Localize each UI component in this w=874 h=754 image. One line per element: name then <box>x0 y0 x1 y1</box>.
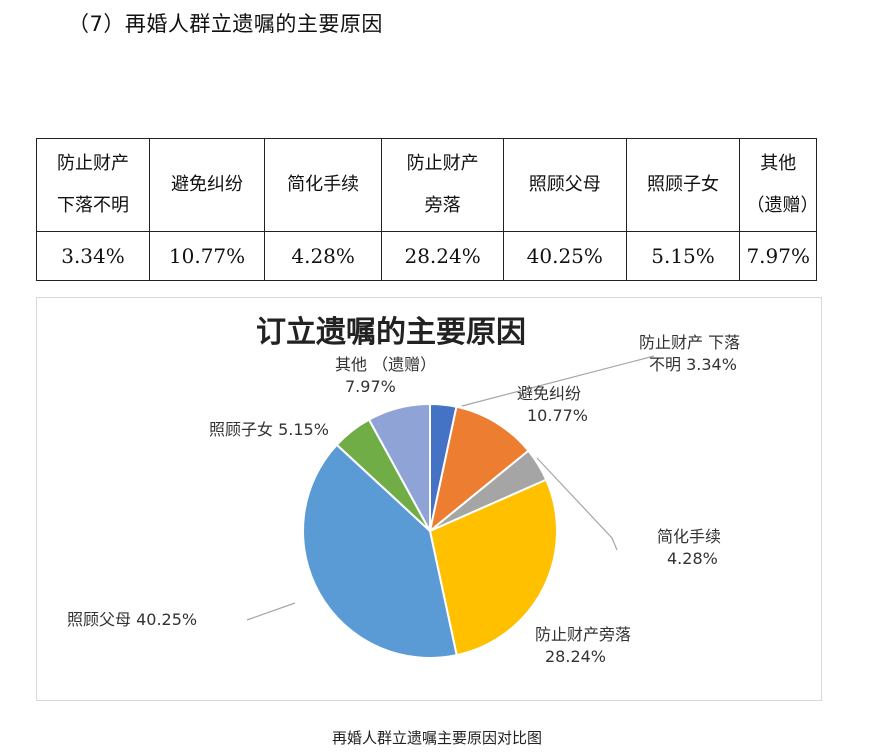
pie-slice <box>428 405 530 534</box>
table-header-cell: 照顾父母 <box>502 138 627 232</box>
data-label: 其他 （遗赠） 7.97% <box>335 355 436 396</box>
pie-chart: 订立遗嘱的主要原因 防止财产 下落不明 3.34% 避免纠纷 10.77% 简化手续 4… <box>67 315 740 666</box>
header-text: 防止财产 <box>57 153 129 174</box>
leader-line <box>536 457 618 551</box>
table-header-cell: 避免纠纷 <box>148 138 266 232</box>
header-text: （遗赠） <box>746 195 819 216</box>
table-value-cell: 5.15% <box>625 231 741 281</box>
slice-labels: 防止财产 下落不明 3.34% 避免纠纷 10.77% 简化手续 4.28% 防止财产旁落… <box>67 333 740 666</box>
chart-title: 订立遗嘱的主要原因 <box>256 315 526 350</box>
leader-lines <box>246 355 655 621</box>
chart-frame: 订立遗嘱的主要原因 防止财产 下落不明 3.34% 避免纠纷 10.77% 简化手续 4… <box>36 297 822 701</box>
data-label: 简化手续 4.28% <box>657 527 721 568</box>
data-label: 照顾子女 5.15% <box>209 420 329 439</box>
header-text: 下落不明 <box>57 195 129 216</box>
header-text: 其他 <box>760 153 797 174</box>
table-header-row: 防止财产下落不明 避免纠纷 简化手续 防止财产旁落 照顾父母 照顾子女 其他 （遗… <box>36 138 819 232</box>
data-label: 防止财产旁落 28.24% <box>535 625 631 666</box>
table-value-row: 3.34% 10.77% 4.28% 28.24% 40.25% 5.15% 7… <box>36 231 817 281</box>
pie-slice <box>428 478 558 657</box>
reasons-table: 防止财产下落不明 避免纠纷 简化手续 防止财产旁落 照顾父母 照顾子女 其他 （遗… <box>36 138 819 281</box>
table-value-cell: 7.97% <box>739 231 817 281</box>
header-text: 旁落 <box>424 195 461 216</box>
table-header-cell: 其他 （遗赠） <box>739 138 819 232</box>
header-text: 避免纠纷 <box>171 174 244 195</box>
pie-slices <box>302 402 558 659</box>
data-label: 避免纠纷 10.77% <box>517 384 588 425</box>
table-header-cell: 简化手续 <box>264 138 383 232</box>
header-text: 防止财产 <box>406 153 479 174</box>
table-value-cell: 28.24% <box>381 231 504 281</box>
leader-line <box>461 355 655 407</box>
table-value-cell: 3.34% <box>36 231 150 281</box>
table-header-cell: 照顾子女 <box>625 138 741 232</box>
header-text: 照顾子女 <box>647 174 720 195</box>
table-header-cell: 防止财产 旁落 <box>381 138 504 232</box>
pie-slice <box>367 402 431 532</box>
data-label: 防止财产 下落不明 3.34% <box>639 333 740 374</box>
table-header-cell: 防止财产 下落不明 <box>36 138 150 232</box>
header-text: 照顾父母 <box>528 174 601 195</box>
pie-slice <box>302 443 458 659</box>
table-value-cell: 40.25% <box>502 231 627 281</box>
section-heading: （7）再婚人群立遗嘱的主要原因 <box>68 12 383 36</box>
table-value-cell: 10.77% <box>148 231 266 281</box>
header-text: 简化手续 <box>287 174 360 195</box>
data-label: 照顾父母 40.25% <box>67 610 197 629</box>
leader-line <box>246 602 296 621</box>
figure-caption: 再婚人群立遗嘱主要原因对比图 <box>331 729 542 747</box>
table-value-cell: 4.28% <box>264 231 383 281</box>
